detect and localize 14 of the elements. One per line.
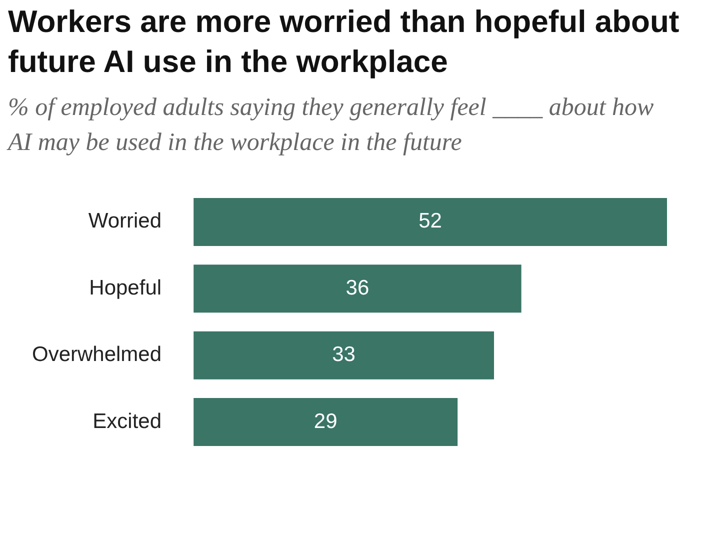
data-label: 29 — [314, 410, 338, 433]
bar — [194, 198, 667, 246]
chart-subtitle: % of employed adults saying they generally feel ____ about how AI may be used in the workplace in the future — [8, 93, 655, 158]
data-label: 33 — [332, 343, 356, 366]
chart-title: Workers are more worried than hopeful about future AI use in the workplace — [8, 3, 680, 81]
bar — [194, 264, 522, 313]
bar — [194, 398, 458, 446]
y-tick-label: Worried — [88, 210, 162, 233]
data-label: 36 — [346, 276, 370, 300]
y-tick-label: Hopeful — [89, 276, 162, 300]
bar — [194, 331, 494, 380]
y-tick-label: Overwhelmed — [32, 343, 162, 366]
y-tick-label: Excited — [92, 410, 162, 433]
data-label: 52 — [418, 210, 442, 233]
